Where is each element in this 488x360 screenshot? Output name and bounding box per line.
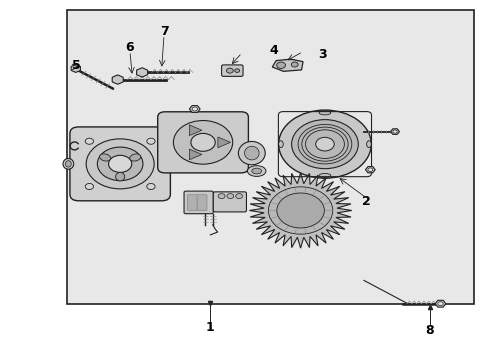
Polygon shape <box>189 125 202 136</box>
Polygon shape <box>71 64 80 72</box>
FancyBboxPatch shape <box>213 192 246 212</box>
FancyBboxPatch shape <box>187 195 197 211</box>
Circle shape <box>226 194 233 199</box>
Polygon shape <box>434 300 445 307</box>
Circle shape <box>146 184 155 190</box>
Polygon shape <box>272 59 303 71</box>
Ellipse shape <box>251 168 261 174</box>
Circle shape <box>392 130 396 133</box>
Circle shape <box>276 193 324 228</box>
Ellipse shape <box>100 154 110 161</box>
Circle shape <box>234 69 239 72</box>
Circle shape <box>291 120 358 169</box>
Polygon shape <box>390 129 399 134</box>
FancyBboxPatch shape <box>197 195 206 211</box>
Text: 2: 2 <box>361 195 370 208</box>
Text: 4: 4 <box>269 44 278 57</box>
Ellipse shape <box>115 172 124 181</box>
Ellipse shape <box>244 146 259 160</box>
Ellipse shape <box>63 158 74 169</box>
Circle shape <box>192 107 197 111</box>
Circle shape <box>367 168 372 171</box>
Text: 3: 3 <box>318 48 326 61</box>
Ellipse shape <box>129 154 141 161</box>
Ellipse shape <box>65 161 71 167</box>
Circle shape <box>276 62 285 68</box>
Circle shape <box>218 194 224 199</box>
Circle shape <box>268 187 332 234</box>
Circle shape <box>146 138 155 144</box>
Bar <box>66 10 473 304</box>
Circle shape <box>315 137 333 151</box>
Text: 7: 7 <box>160 25 168 38</box>
Circle shape <box>226 68 233 73</box>
Polygon shape <box>365 167 374 173</box>
Circle shape <box>85 138 93 144</box>
Text: 6: 6 <box>125 41 134 54</box>
Circle shape <box>85 184 93 190</box>
Polygon shape <box>136 68 147 77</box>
Ellipse shape <box>366 141 370 148</box>
Polygon shape <box>218 137 230 148</box>
Text: 8: 8 <box>425 324 433 337</box>
FancyBboxPatch shape <box>70 127 170 201</box>
Circle shape <box>278 110 370 178</box>
Circle shape <box>108 155 131 172</box>
Ellipse shape <box>247 166 265 176</box>
Text: 5: 5 <box>72 59 81 72</box>
FancyBboxPatch shape <box>221 65 243 76</box>
Polygon shape <box>249 173 351 248</box>
FancyBboxPatch shape <box>158 112 248 173</box>
Polygon shape <box>189 149 202 160</box>
Ellipse shape <box>319 174 330 177</box>
Circle shape <box>291 62 298 67</box>
Polygon shape <box>189 105 200 112</box>
Circle shape <box>190 134 215 151</box>
Polygon shape <box>112 75 123 84</box>
Circle shape <box>97 147 142 181</box>
Circle shape <box>235 194 242 199</box>
Text: 1: 1 <box>205 320 214 333</box>
Ellipse shape <box>319 111 330 115</box>
Ellipse shape <box>278 141 283 148</box>
Circle shape <box>437 302 442 306</box>
FancyBboxPatch shape <box>183 191 213 214</box>
Circle shape <box>173 121 232 164</box>
Circle shape <box>86 139 154 189</box>
Ellipse shape <box>238 141 264 165</box>
